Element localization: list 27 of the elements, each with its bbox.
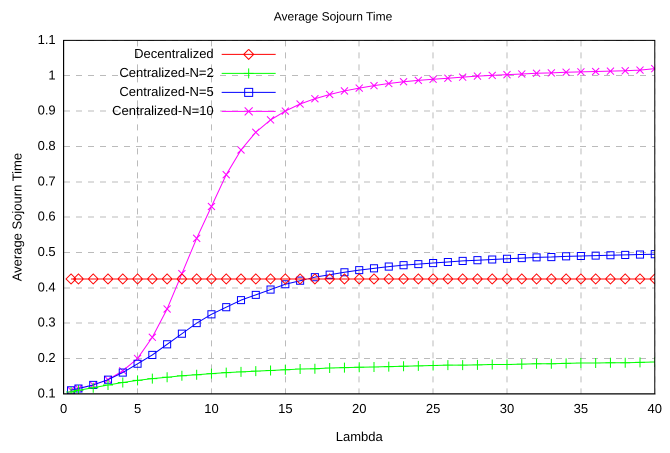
x-tick-label: 30 — [500, 401, 514, 416]
legend-label: Centralized-N=10 — [112, 102, 214, 118]
y-tick-label: 0.7 — [38, 173, 56, 188]
x-tick-label: 35 — [574, 401, 588, 416]
x-tick-label: 10 — [204, 401, 219, 416]
x-tick-label: 40 — [648, 401, 662, 416]
legend-label: Centralized-N=2 — [119, 64, 214, 80]
y-tick-label: 0.5 — [38, 244, 56, 260]
y-tick-label: 0.4 — [38, 279, 56, 294]
chart-title: Average Sojourn Time — [274, 10, 393, 24]
y-tick-label: 1.1 — [38, 32, 56, 47]
y-tick-label: 0.8 — [38, 138, 56, 153]
legend-label: Decentralized — [134, 46, 214, 61]
x-tick-label: 5 — [134, 401, 142, 416]
x-tick-label: 20 — [352, 401, 366, 416]
y-tick-label: 0.9 — [38, 102, 56, 118]
x-tick-label: 0 — [60, 401, 68, 416]
x-tick-label: 25 — [426, 401, 440, 416]
x-tick-label: 15 — [278, 401, 293, 416]
y-tick-label: 0.2 — [38, 350, 56, 366]
y-tick-label: 0.3 — [38, 314, 56, 330]
x-axis-title: Lambda — [336, 428, 384, 444]
legend-label: Centralized-N=5 — [119, 84, 214, 99]
y-tick-label: 0.6 — [38, 208, 56, 224]
y-axis-title: Average Sojourn Time — [9, 152, 24, 282]
y-tick-label: 0.1 — [38, 385, 56, 400]
y-tick-label: 1 — [48, 67, 56, 82]
